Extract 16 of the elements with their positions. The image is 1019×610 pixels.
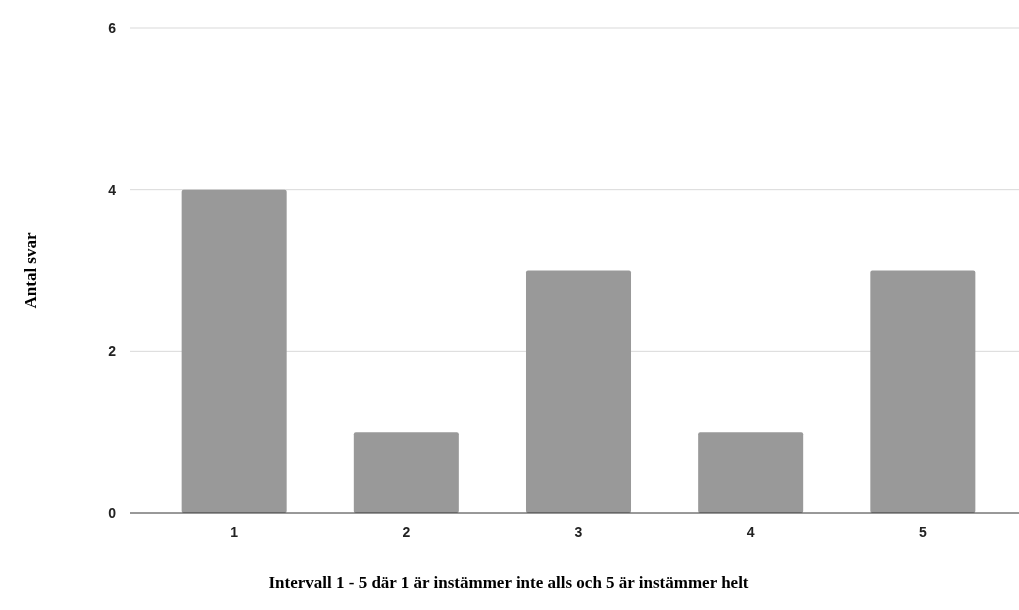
bar	[181, 189, 287, 513]
x-tick-label: 5	[918, 524, 927, 540]
y-tick-label: 0	[108, 504, 117, 521]
x-tick-label: 2	[402, 524, 411, 540]
bar	[698, 432, 804, 513]
x-tick-label: 4	[746, 524, 755, 540]
bar	[353, 432, 459, 513]
y-tick-label: 6	[108, 19, 117, 36]
x-tick-label: 1	[230, 524, 239, 540]
x-axis-title: Intervall 1 - 5 där 1 är instämmer inte alls och 5 är instämmer helt	[268, 573, 749, 592]
bar	[870, 270, 976, 513]
bar	[525, 270, 632, 513]
y-axis-title: Antal svar	[21, 232, 40, 309]
x-tick-label: 3	[574, 524, 583, 540]
y-tick-label: 2	[108, 343, 117, 360]
y-tick-label: 4	[108, 181, 117, 198]
